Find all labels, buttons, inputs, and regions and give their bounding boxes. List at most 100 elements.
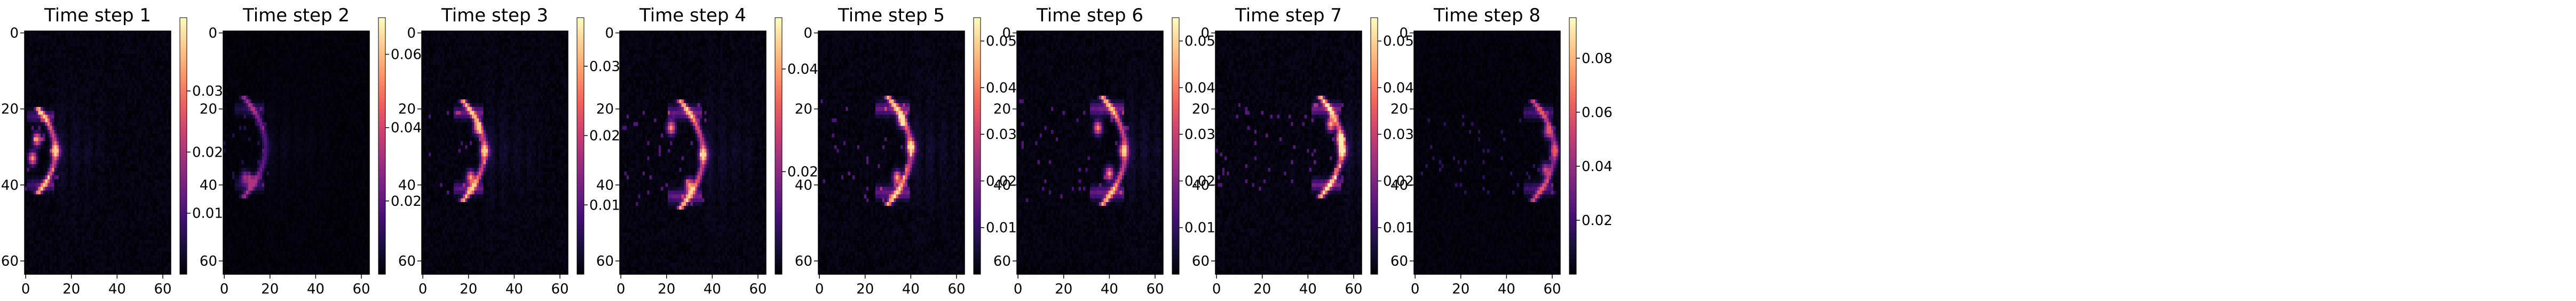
heatmap-cell [77,255,80,259]
heatmap-cell [141,111,144,115]
heatmap-cell [31,267,34,271]
heatmap-cell [27,134,29,138]
heatmap-cell [132,84,135,89]
heatmap-cell [112,58,114,62]
heatmap-cell [100,255,102,259]
heatmap-cell [164,35,167,39]
heatmap-cell [64,61,66,66]
heatmap-cell [128,69,130,73]
heatmap-cell [105,251,107,256]
heatmap-cell [45,225,48,229]
heatmap-cell [50,244,52,248]
heatmap-cell [27,225,29,229]
heatmap-cell [98,35,100,39]
heatmap-cell [98,160,100,165]
heatmap-cell [100,92,102,96]
heatmap-cell [96,206,98,210]
heatmap-cell [144,210,146,214]
heatmap-cell [301,35,304,39]
heatmap-cell [121,54,123,58]
heatmap-cell [132,168,135,172]
heatmap-cell [29,31,32,35]
heatmap-cell [84,164,86,168]
heatmap-cell [141,50,144,55]
heatmap-cell [96,114,98,119]
heatmap-cell [50,65,52,70]
heatmap-cell [54,61,57,66]
heatmap-cell [146,160,148,165]
heatmap-cell [146,183,148,187]
heatmap-cell [27,84,29,89]
heatmap-cell [34,213,36,218]
heatmap-cell [135,73,137,77]
heatmap-cell [64,58,66,62]
heatmap-cell [68,153,70,157]
heatmap-cell [146,58,148,62]
colorbar-segment [180,37,187,40]
heatmap-cell [166,126,169,130]
heatmap-cell [135,88,137,92]
heatmap-cell [93,145,96,149]
heatmap-cell [36,160,38,165]
heatmap-cell [45,198,48,203]
heatmap-cell [86,69,89,73]
heatmap-cell [166,153,169,157]
heatmap-cell [118,157,121,161]
heatmap-cell [125,134,128,138]
heatmap-cell [80,168,82,172]
heatmap-cell [38,248,41,252]
heatmap-cell [153,88,155,92]
heatmap-cell [82,259,84,264]
heatmap-cell [139,248,141,252]
colorbar [180,18,187,275]
heatmap-cell [144,157,146,161]
heatmap-cell [80,134,82,138]
heatmap-cell [29,130,32,134]
heatmap-cell [89,259,91,264]
heatmap-cell [109,54,112,58]
heatmap-cell [102,202,105,206]
heatmap-cell [100,58,102,62]
heatmap-cell [45,213,48,218]
heatmap-cell [112,229,114,233]
heatmap-cell [27,107,29,111]
heatmap-cell [100,126,102,130]
heatmap-cell [155,259,157,264]
heatmap-cell [96,179,98,183]
heatmap-cell [57,38,59,43]
heatmap-cell [137,191,139,195]
heatmap-cell [70,96,73,100]
heatmap-cell [107,65,109,70]
heatmap-cell [86,213,89,218]
heatmap-cell [100,84,102,89]
heatmap-cell [162,99,164,104]
heatmap-cell [100,99,102,104]
heatmap-cell [77,61,80,66]
heatmap-cell [68,248,70,252]
heatmap-cell [164,73,167,77]
heatmap-cell [146,251,148,256]
heatmap-cell [29,111,32,115]
heatmap-cell [132,99,135,104]
heatmap-cell [130,103,132,107]
heatmap-cell [123,229,125,233]
heatmap-cell [118,65,121,70]
heatmap-cell [31,198,34,203]
colorbar-segment [180,20,187,22]
colorbar-segment [180,142,187,144]
heatmap-cell [41,76,43,81]
heatmap-cell [27,267,29,271]
heatmap-cell [148,31,151,35]
heatmap-cell [164,221,167,225]
heatmap-cell [148,80,151,84]
heatmap-cell [307,35,310,39]
heatmap-cell [27,126,29,130]
heatmap-cell [139,76,141,81]
heatmap-cell [160,225,162,229]
heatmap-cell [61,61,64,66]
heatmap-cell [96,164,98,168]
heatmap-cell [148,92,151,96]
heatmap-cell [61,92,64,96]
heatmap-cell [125,160,128,165]
heatmap-cell [61,198,64,203]
